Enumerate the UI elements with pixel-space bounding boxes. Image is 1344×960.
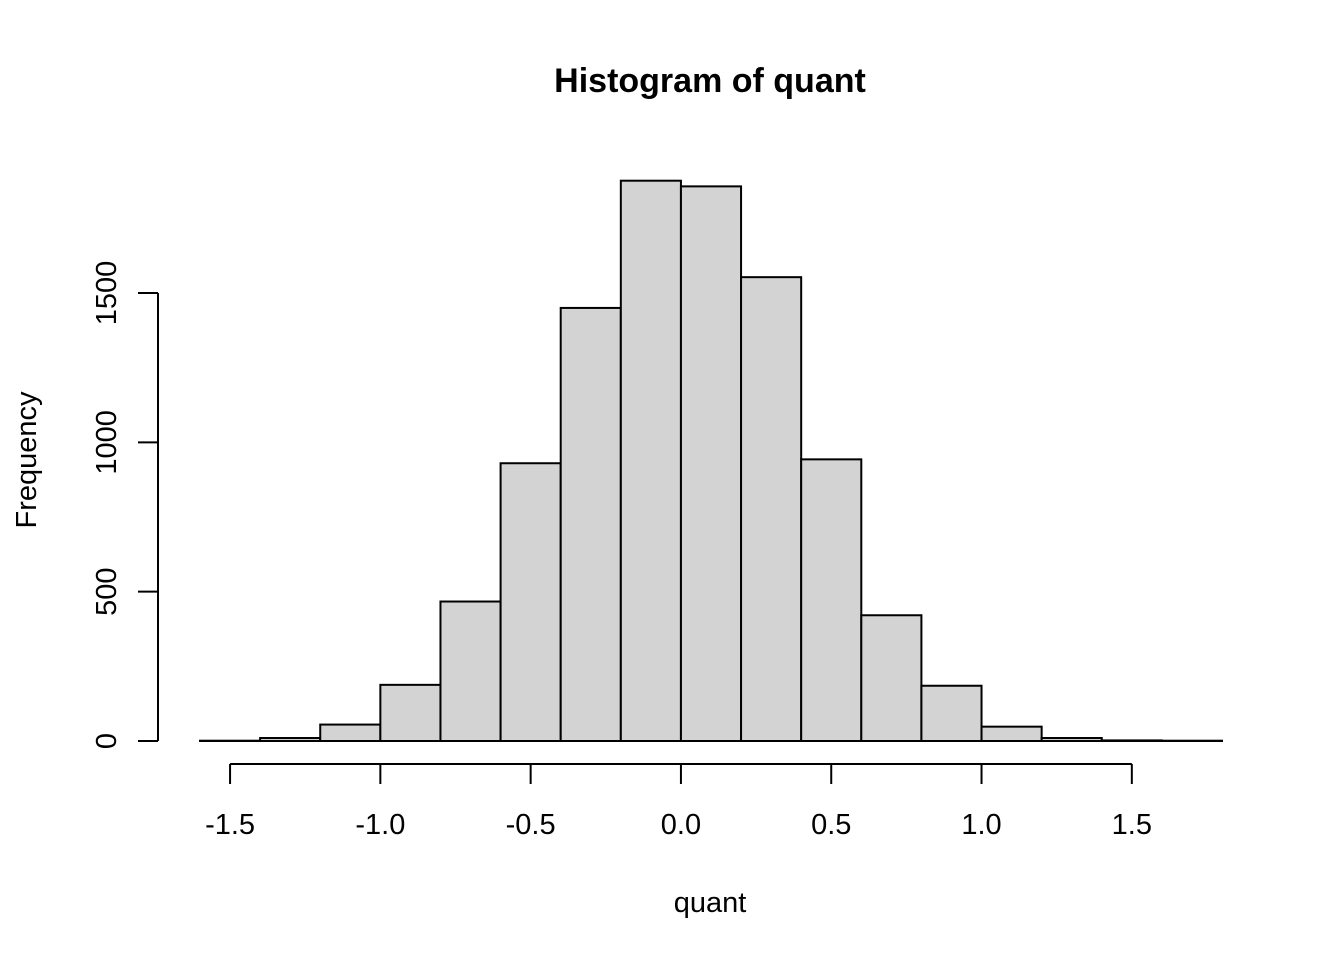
y-tick-label: 0 [91,733,123,749]
x-tick-label: -1.0 [355,809,405,841]
x-axis-label: quant [674,887,747,919]
x-axis: -1.5 -1.0 -0.5 0.0 0.5 1.0 1.5 [205,763,1152,841]
histogram-bar [499,462,562,742]
chart-title: Histogram of quant [554,62,866,100]
x-tick-label: 0.0 [661,809,701,841]
y-axis: 0 500 1000 1500 [91,261,159,749]
x-tick-label: 0.5 [811,809,851,841]
histogram-bar [860,614,923,743]
y-tick-label: 1000 [91,410,123,475]
x-tick-label: 1.0 [961,809,1001,841]
histogram-bar [800,458,863,742]
histogram-bar [439,600,502,742]
histogram-bar [920,684,983,742]
y-axis-label: Frequency [11,391,43,529]
histogram-bar [679,185,743,743]
histogram-bar [379,683,442,742]
histogram-bar [740,276,803,742]
y-tick-label: 1500 [91,261,123,326]
x-tick-label: 1.5 [1112,809,1152,841]
bars-group [199,179,1223,743]
y-tick-label: 500 [91,567,123,615]
histogram-bar [559,306,622,742]
histogram-bar [319,723,382,742]
histogram-bar [619,179,682,742]
x-tick-label: -0.5 [506,809,556,841]
x-tick-label: -1.5 [205,809,255,841]
histogram-bar [980,725,1043,743]
